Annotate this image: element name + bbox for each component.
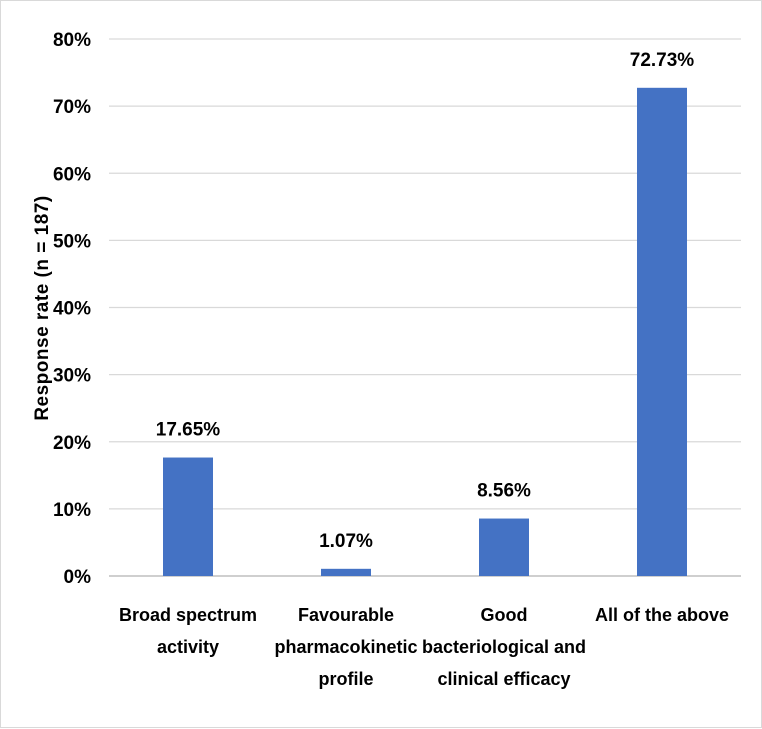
y-tick-label: 40% [53,299,91,320]
y-axis-title: Response rate (n = 187) [32,195,53,420]
bars [163,87,687,577]
bar [163,457,213,576]
x-tick-label: All of the above [595,605,729,625]
y-tick-label: 10% [53,500,91,521]
category-labels: Broad spectrum activity Favourable pharmaco… [119,605,729,689]
y-tick-label: 50% [53,231,91,252]
data-label: 17.65% [156,420,221,441]
gridlines [109,38,741,577]
y-tick-label: 20% [53,433,91,454]
x-tick-label: Favourable pharmacokinetic profile [274,605,417,689]
x-tick-label: Broad spectrum activity [119,605,257,657]
bar [637,87,687,577]
data-labels: 17.65% 1.07% 8.56% 72.73% [156,50,695,552]
data-label: 72.73% [630,50,695,71]
y-tick-label: 60% [53,164,91,185]
y-tick-label: 0% [64,567,92,588]
x-tick-label: Good bacteriological and clinical efficacy [422,605,586,689]
data-label: 8.56% [477,481,531,502]
y-tick-label: 80% [53,30,91,51]
y-tick-label: 70% [53,97,91,118]
y-axis-ticks: 0% 10% 20% 30% 40% 50% 60% 70% 80% [53,30,91,588]
bar [321,568,371,576]
bar [479,518,529,576]
y-tick-label: 30% [53,366,91,387]
data-label: 1.07% [319,531,373,552]
